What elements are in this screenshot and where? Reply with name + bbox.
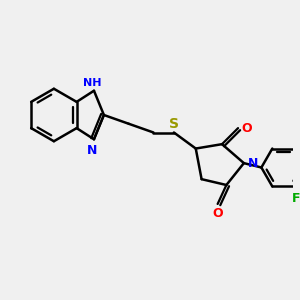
Text: O: O	[241, 122, 252, 135]
Text: F: F	[291, 192, 300, 205]
Text: O: O	[212, 207, 223, 220]
Text: N: N	[248, 157, 258, 169]
Text: NH: NH	[83, 78, 102, 88]
Text: S: S	[169, 117, 179, 131]
Text: N: N	[87, 144, 98, 157]
